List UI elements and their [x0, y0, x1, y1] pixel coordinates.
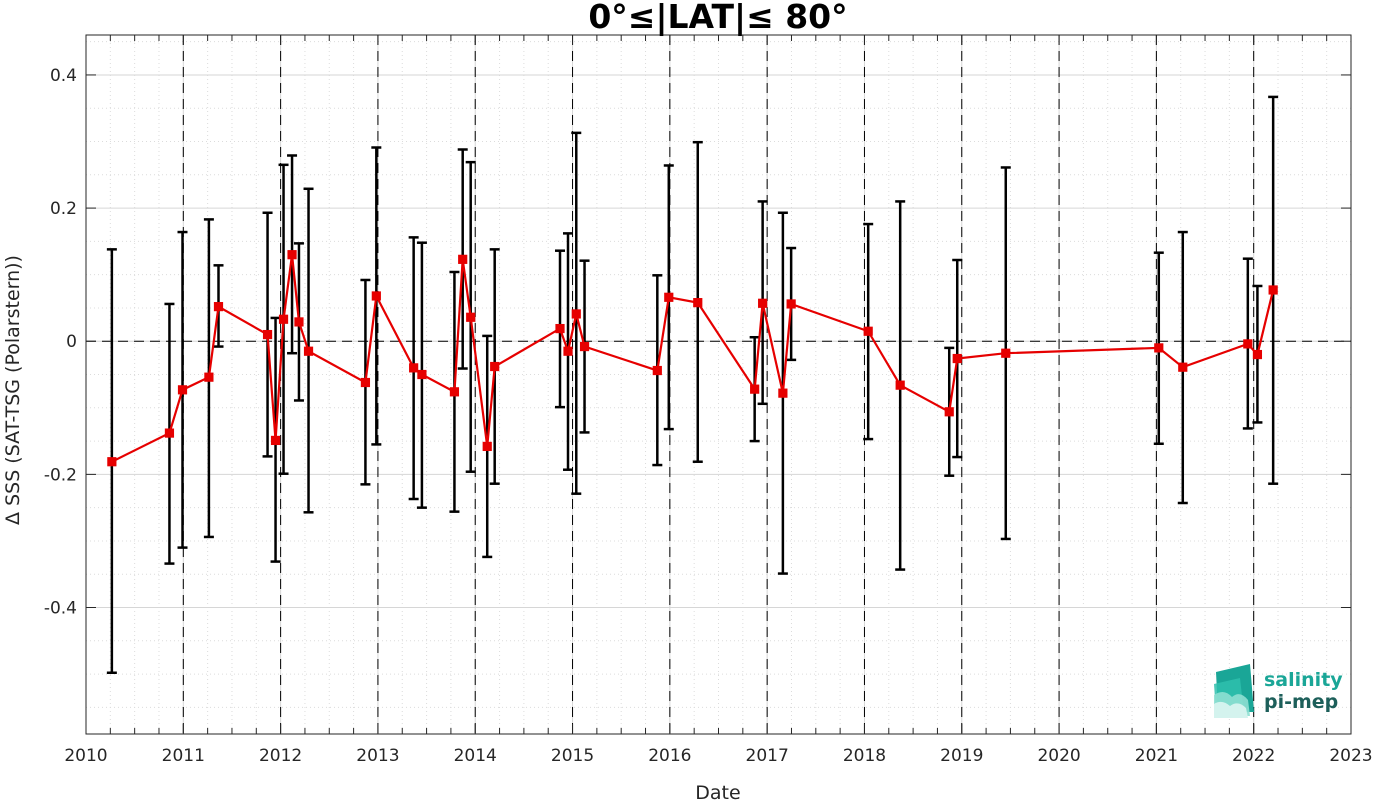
- x-tick-label: 2014: [454, 746, 497, 766]
- data-point-marker: [555, 323, 565, 334]
- data-point-marker: [750, 384, 760, 394]
- data-point-marker: [213, 302, 224, 312]
- y-tick-label: 0.2: [50, 199, 77, 219]
- x-tick-label: 2023: [1329, 746, 1372, 766]
- y-tick-label: -0.4: [44, 599, 77, 619]
- data-point-marker: [458, 254, 468, 264]
- data-point-marker: [944, 407, 954, 417]
- data-point-marker: [449, 387, 460, 397]
- y-tick-label: -0.2: [44, 465, 77, 485]
- data-point-marker: [579, 341, 590, 352]
- data-point-marker: [571, 309, 581, 319]
- data-point-marker: [107, 457, 117, 467]
- data-point-marker: [778, 388, 788, 398]
- data-point-marker: [409, 363, 419, 373]
- data-point-marker: [664, 292, 674, 302]
- data-point-marker: [278, 314, 289, 324]
- data-point-marker: [270, 435, 281, 446]
- y-tick-label: 0.4: [50, 66, 77, 86]
- data-point-marker: [952, 353, 962, 364]
- axis-ticks: [85, 35, 1352, 734]
- x-tick-label: 2019: [940, 746, 983, 766]
- series-line: [111, 254, 1275, 463]
- chart-title: 0°≤|LAT|≤ 80°: [588, 0, 847, 36]
- y-tick-labels: -0.4 -0.2 0 0.2 0.4: [44, 66, 77, 619]
- y-tick-label: 0: [66, 332, 77, 352]
- data-point-marker: [786, 299, 796, 309]
- data-point-marker: [1178, 362, 1188, 372]
- data-point-marker: [693, 298, 703, 308]
- data-point-marker: [1268, 285, 1278, 295]
- x-axis-label: Date: [695, 782, 740, 801]
- data-point-marker: [262, 329, 273, 340]
- x-tick-label: 2011: [162, 746, 205, 766]
- y-axis-label: Δ SSS (SAT-TSG (Polarstern)): [2, 255, 24, 525]
- data-point-marker: [177, 385, 188, 395]
- data-point-marker: [204, 372, 214, 382]
- data-point-marker: [164, 428, 175, 438]
- data-point-marker: [1154, 343, 1164, 353]
- data-point-marker: [1001, 348, 1011, 358]
- salinity-pi-mep-logo: salinity pi-mep: [1214, 664, 1343, 718]
- x-tick-label: 2015: [551, 746, 594, 766]
- data-point-marker: [652, 365, 662, 376]
- data-point-marker: [563, 346, 573, 356]
- data-point-marker: [758, 298, 768, 308]
- data-point-marker: [466, 312, 476, 322]
- data-point-marker: [303, 346, 314, 356]
- data-point-marker: [863, 326, 873, 336]
- data-point-marker: [417, 369, 427, 380]
- x-tick-label: 2018: [843, 746, 886, 766]
- error-bars: [106, 95, 1279, 675]
- x-tick-label: 2016: [648, 746, 691, 766]
- logo-text-pi-mep: pi-mep: [1264, 691, 1338, 713]
- data-point-marker: [1243, 339, 1253, 349]
- x-tick-label: 2020: [1037, 746, 1080, 766]
- waves-icon: [1214, 664, 1254, 718]
- data-point-marker: [895, 380, 905, 390]
- data-point-marker: [1252, 349, 1263, 360]
- year-divider-lines: [182, 35, 1255, 734]
- data-point-marker: [371, 291, 381, 301]
- data-point-marker: [490, 361, 500, 372]
- x-tick-label: 2022: [1232, 746, 1275, 766]
- data-point-marker: [360, 377, 371, 388]
- x-tick-label: 2013: [356, 746, 399, 766]
- x-tick-labels: 2010 2011 2012 2013 2014 2015 2016 2017 2018 2019…: [64, 746, 1372, 766]
- x-tick-label: 2010: [64, 746, 107, 766]
- data-markers: [107, 250, 1278, 467]
- x-tick-label: 2012: [259, 746, 302, 766]
- x-tick-label: 2021: [1135, 746, 1178, 766]
- data-point-marker: [294, 317, 304, 327]
- data-point-marker: [287, 250, 297, 260]
- data-point-marker: [482, 441, 492, 452]
- logo-text-salinity: salinity: [1264, 669, 1343, 691]
- x-tick-label: 2017: [746, 746, 789, 766]
